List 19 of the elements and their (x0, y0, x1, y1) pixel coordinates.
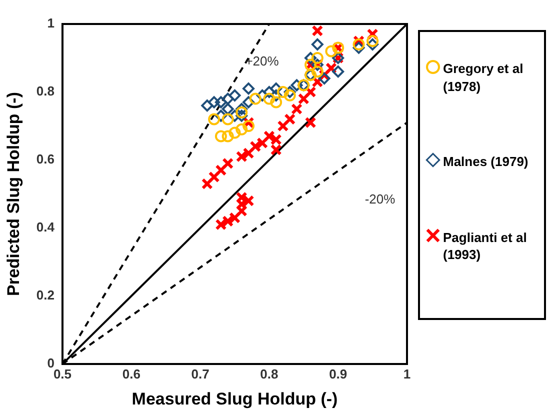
y-tick-label: 1 (47, 16, 54, 31)
x-tick-label: 0.8 (260, 366, 278, 382)
y-tick-label: 0.8 (36, 84, 54, 99)
x-tick-label: 0.7 (191, 366, 210, 382)
x-tick-label: 1 (403, 366, 411, 382)
y-axis-title: Predicted Slug Holdup (-) (4, 92, 23, 296)
y-tick-label: 0.6 (36, 152, 54, 167)
x-tick-label: 0.6 (122, 366, 140, 382)
y-tick-label: 0.2 (36, 288, 54, 303)
y-tick-label: 0.4 (36, 220, 56, 235)
annotation: -20% (364, 192, 396, 207)
y-tick-label: 0 (47, 356, 54, 371)
x-tick-label: 0.9 (329, 366, 348, 382)
legend-label: Gregory et al (1978) (443, 60, 524, 96)
x-tick-label: 0.5 (53, 366, 72, 382)
legend-label: Malnes (1979) (443, 153, 528, 171)
legend-label: Paglianti et al (1993) (443, 228, 528, 264)
x-axis-title: Measured Slug Holdup (-) (132, 389, 338, 408)
annotation: +20% (245, 54, 280, 69)
